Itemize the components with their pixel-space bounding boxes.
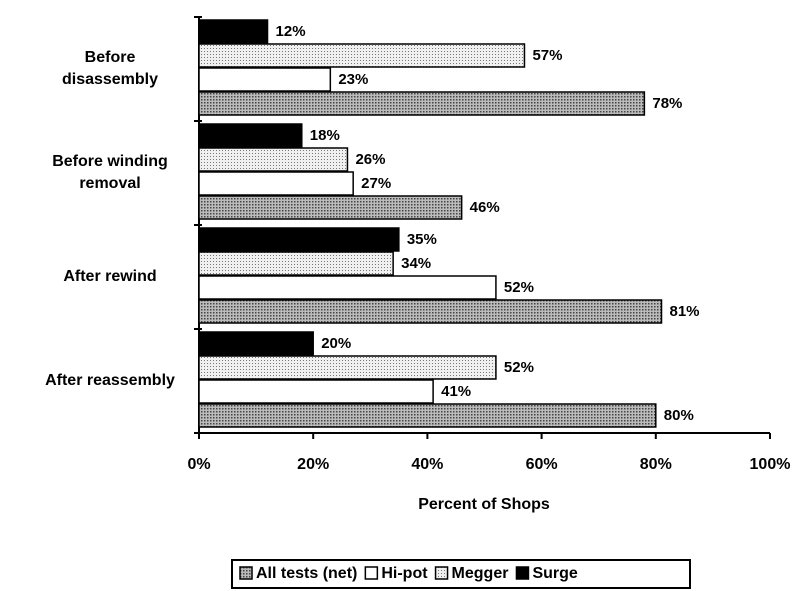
bar: [198, 331, 314, 356]
value-label: 35%: [407, 231, 437, 248]
category-label: Before disassembly: [61, 49, 159, 88]
value-label: 20%: [321, 335, 351, 352]
bar: [198, 171, 354, 196]
bar: [198, 147, 349, 172]
value-label: 80%: [664, 407, 694, 424]
bar: [198, 91, 646, 116]
x-tick-label: 20%: [297, 456, 329, 473]
bar: [198, 67, 332, 92]
legend-label: Surge: [532, 565, 577, 582]
x-tick-label: 40%: [411, 456, 443, 473]
value-label: 26%: [355, 151, 385, 168]
value-label: 78%: [652, 95, 682, 112]
x-tick-label: 100%: [750, 456, 791, 473]
value-label: 57%: [532, 47, 562, 64]
bar: [198, 195, 463, 220]
bar: [198, 379, 434, 404]
bar: [198, 275, 497, 300]
legend-label: All tests (net): [256, 565, 357, 582]
x-tick-label: 80%: [640, 456, 672, 473]
value-label: 12%: [276, 23, 306, 40]
bar: [198, 227, 400, 252]
bar: [198, 251, 394, 276]
legend-label: Megger: [452, 565, 509, 582]
value-label: 34%: [401, 255, 431, 272]
legend-swatch: [364, 566, 379, 580]
bar: [198, 43, 526, 68]
legend-label: Hi-pot: [381, 565, 428, 582]
value-label: 52%: [504, 279, 534, 296]
category-label: After rewind: [63, 268, 157, 285]
value-label: 46%: [470, 199, 500, 216]
value-label: 18%: [310, 127, 340, 144]
legend-swatch: [515, 566, 530, 580]
x-tick-label: 0%: [187, 456, 210, 473]
legend-box: [231, 559, 691, 589]
category-label: Before winding removal: [52, 153, 168, 192]
value-label: 41%: [441, 383, 471, 400]
bar: [198, 355, 497, 380]
x-tick-label: 60%: [526, 456, 558, 473]
bar: [198, 123, 303, 148]
category-label: After reassembly: [45, 372, 175, 389]
value-label: 52%: [504, 359, 534, 376]
bar: [198, 403, 657, 428]
x-axis-label: Percent of Shops: [418, 496, 550, 513]
value-label: 23%: [338, 71, 368, 88]
legend-swatch: [239, 566, 253, 580]
bar: [198, 299, 663, 324]
bar: [198, 19, 269, 44]
value-label: 81%: [670, 303, 700, 320]
legend-swatch: [434, 566, 449, 580]
value-label: 27%: [361, 175, 391, 192]
